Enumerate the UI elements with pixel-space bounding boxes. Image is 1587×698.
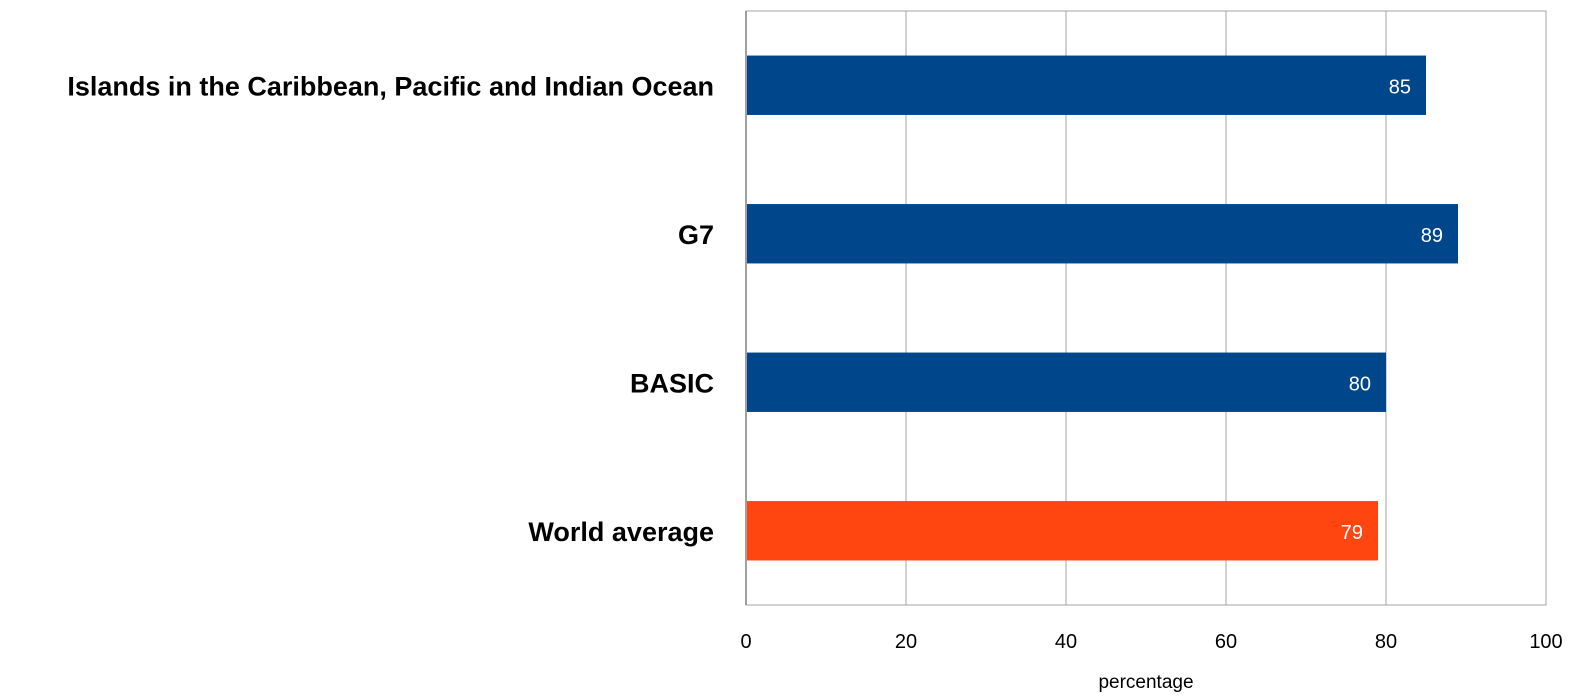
data-label: 79 <box>1341 522 1363 544</box>
x-tick-label: 20 <box>895 631 917 653</box>
bar <box>747 56 1426 115</box>
x-tick-labels: 0 20 40 60 80 100 <box>740 631 1562 653</box>
x-axis-title: percentage <box>1098 672 1193 693</box>
x-tick-label: 60 <box>1215 631 1237 653</box>
category-label: G7 <box>678 220 714 250</box>
data-label: 80 <box>1349 373 1371 395</box>
data-label: 89 <box>1421 225 1443 247</box>
bar <box>747 204 1458 263</box>
x-tick-label: 40 <box>1055 631 1077 653</box>
category-label: Islands in the Caribbean, Pacific and In… <box>67 71 714 101</box>
data-label: 85 <box>1389 76 1411 98</box>
x-tick-label: 80 <box>1375 631 1397 653</box>
category-label: World average <box>528 517 714 547</box>
x-tick-label: 0 <box>740 631 751 653</box>
bar <box>747 501 1378 560</box>
x-tick-label: 100 <box>1529 631 1562 653</box>
bar <box>747 353 1386 412</box>
data-labels: 85 89 80 79 <box>1341 76 1443 544</box>
category-label: BASIC <box>630 368 714 398</box>
category-labels: Islands in the Caribbean, Pacific and In… <box>67 71 714 547</box>
bars <box>747 56 1458 561</box>
